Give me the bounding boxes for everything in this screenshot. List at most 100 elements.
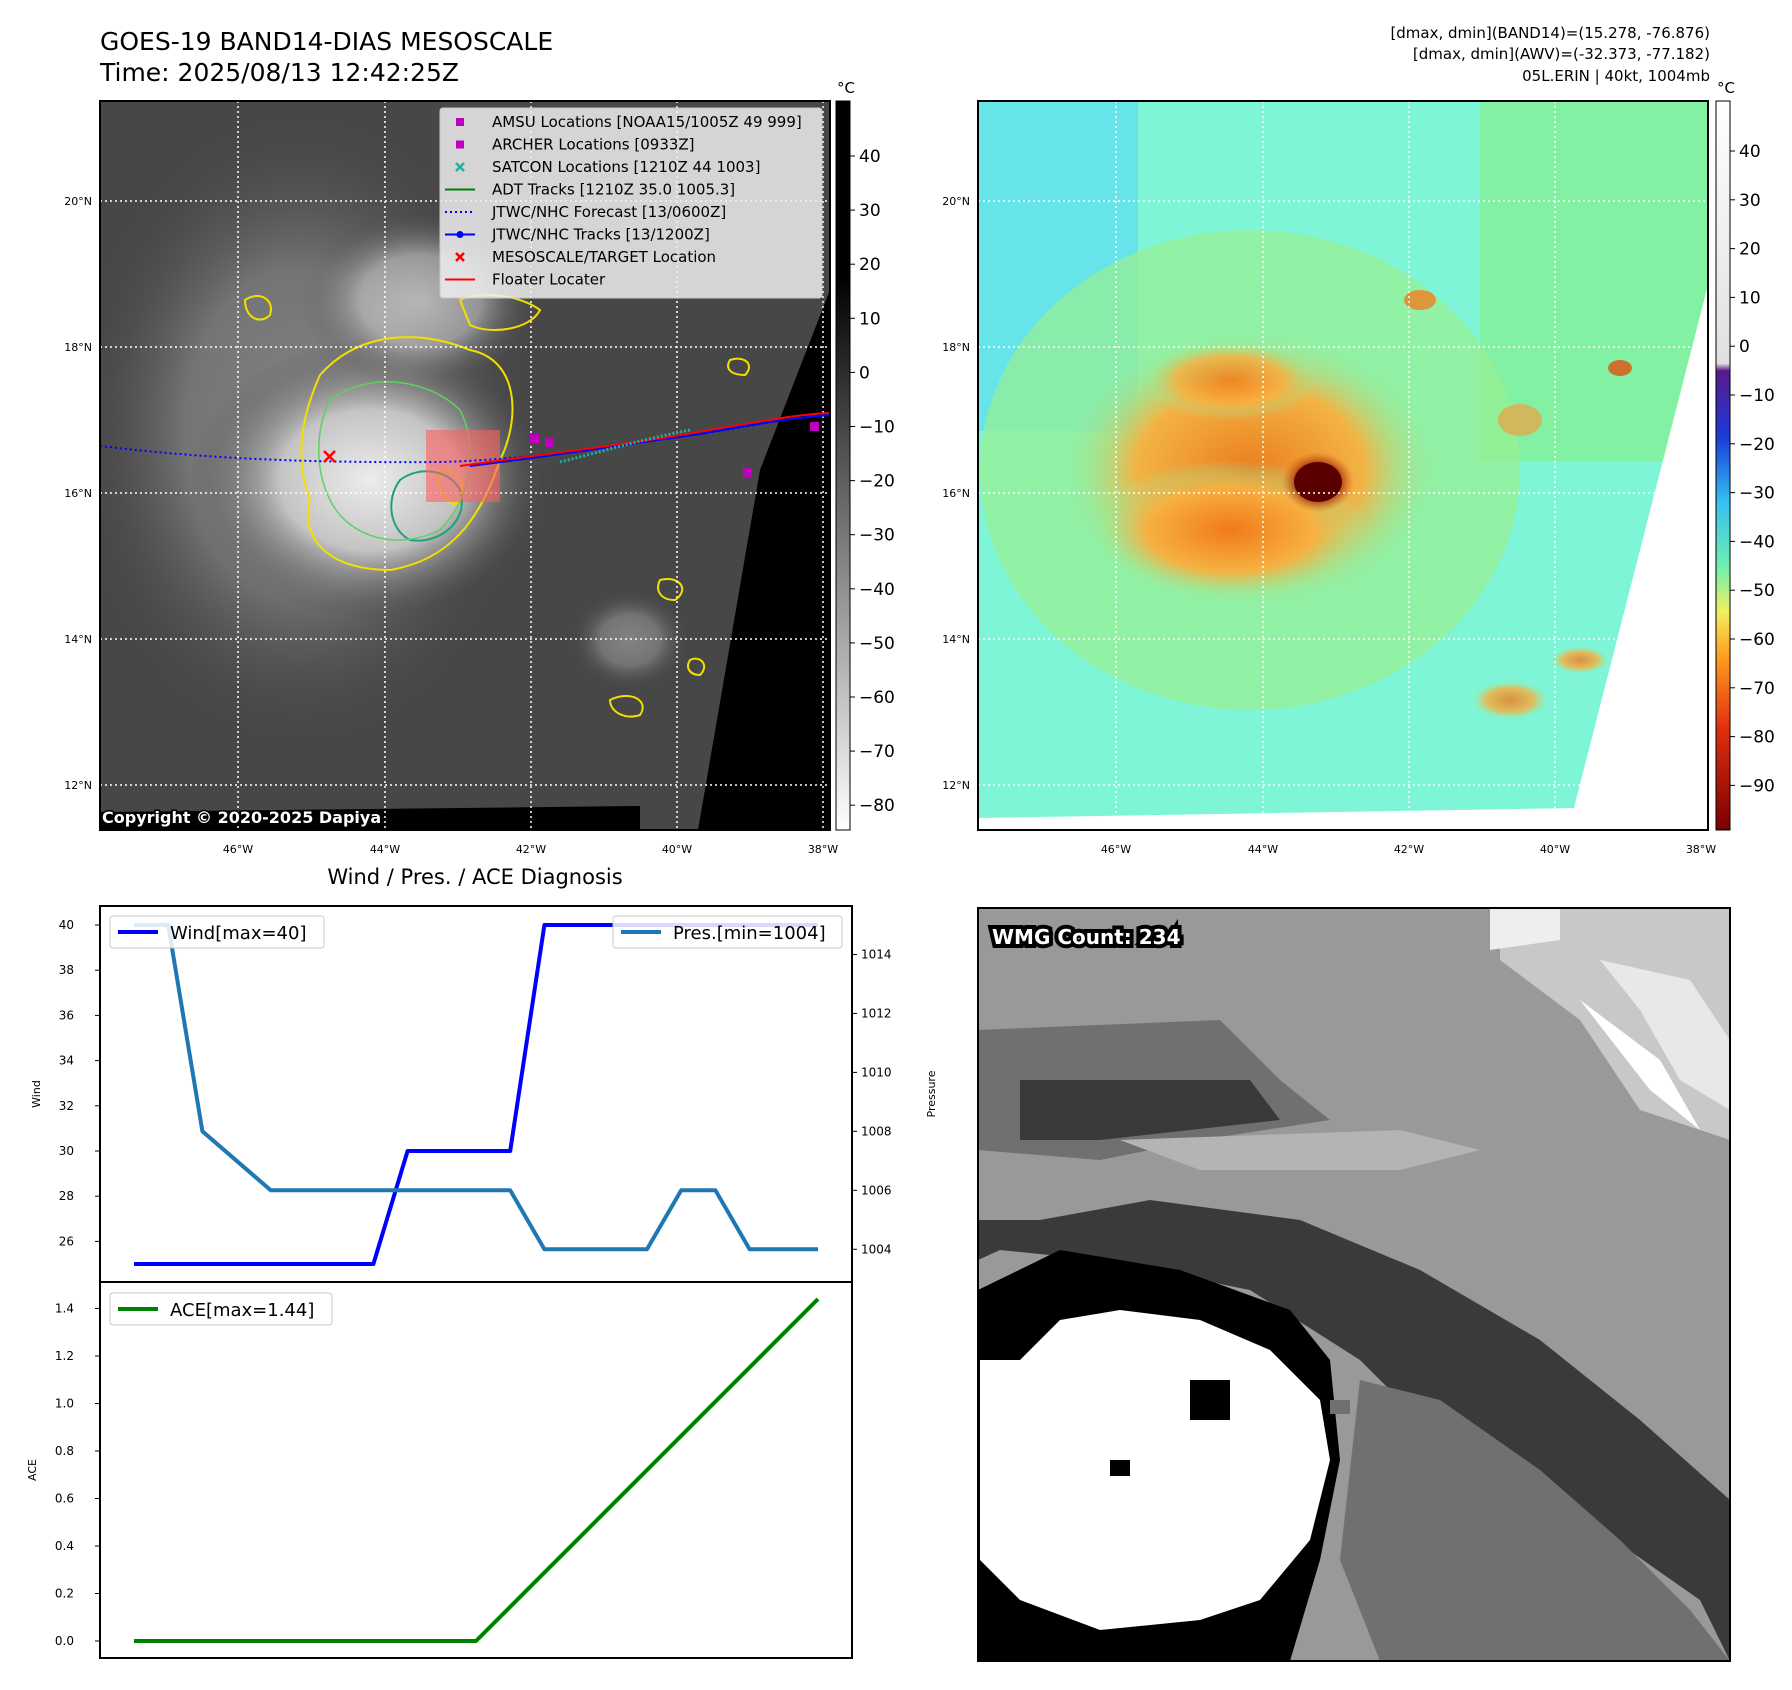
target-marker	[323, 450, 336, 463]
legend-marker-dot	[456, 231, 464, 238]
legend-marker	[456, 140, 464, 149]
colorbar-tick-label: −20	[1739, 435, 1775, 455]
map-tick-labels: 20°N 20°N 18°N 18°N 16°N 16°N 14°N 14°N 12°N 12°N…	[64, 195, 1716, 856]
lon-tick-label: 40°W	[1540, 843, 1570, 856]
pressure-tick-label: 1010	[861, 1065, 892, 1079]
lat-tick-label: 20°N	[64, 195, 92, 208]
colorbar-tick-label: −40	[859, 580, 895, 600]
colorbar-tick-label: −70	[1739, 679, 1775, 699]
colorbar-tick-label: −70	[859, 742, 895, 762]
storm-overlays: Copyright © 2020-2025 Dapiya	[100, 412, 830, 829]
colorbar-tick-label: 30	[1739, 191, 1761, 211]
colorbar-tick-label: 10	[1739, 288, 1761, 308]
storm-info: 05L.ERIN | 40kt, 1004mb	[1522, 67, 1710, 85]
ace-tick-label: 0.6	[55, 1492, 74, 1506]
archer-marker	[530, 434, 539, 443]
lon-tick-label: 40°W	[662, 843, 692, 856]
band14-colorbar-unit: °C	[837, 79, 855, 97]
wind-tick-label: 30	[59, 1144, 74, 1158]
ace-series-line	[134, 1297, 820, 1643]
ace-tick-label: 1.4	[55, 1302, 74, 1316]
pressure-legend: Pres.[min=1004]	[612, 915, 843, 949]
legend-marker	[455, 252, 465, 262]
legend-label: AMSU Locations [NOAA15/1005Z 49 999]	[492, 113, 802, 131]
legend-label: MESOSCALE/TARGET Location	[492, 248, 716, 266]
ace-tick-label: 0.4	[55, 1539, 74, 1553]
best-track	[469, 414, 830, 467]
lat-tick-label: 14°N	[942, 633, 970, 646]
ace-legend: ACE[max=1.44]	[109, 1292, 333, 1326]
colorbar-tick-label: −20	[859, 472, 895, 492]
legend-marker	[455, 162, 465, 172]
legend-label: ADT Tracks [1210Z 35.0 1005.3]	[492, 181, 735, 199]
wind-tick-label: 36	[59, 1008, 74, 1022]
wmg-image: WMG Count: 234	[978, 908, 1730, 1661]
lon-tick-label: 46°W	[223, 843, 253, 856]
ace-tick-label: 0.2	[55, 1587, 74, 1601]
lat-tick-label: 18°N	[64, 341, 92, 354]
band14-colorbar: °C 40 30 20 10 0 −10 −20 −30 −40 −50 −60 −70 −80	[835, 79, 895, 831]
pressure-legend-label: Pres.[min=1004]	[673, 923, 826, 944]
wmg-frame	[977, 907, 1731, 1662]
wind-tick-label: 26	[59, 1234, 74, 1248]
lon-tick-label: 42°W	[516, 843, 546, 856]
wind-axis-label: Wind	[30, 1080, 43, 1108]
lon-tick-label: 42°W	[1394, 843, 1424, 856]
wind-tick-label: 32	[59, 1099, 74, 1113]
colorbar-tick-label: −60	[859, 688, 895, 708]
awv-map	[978, 101, 1708, 830]
lat-tick-label: 12°N	[64, 779, 92, 792]
diagnosis-title: Wind / Pres. / ACE Diagnosis	[327, 865, 622, 889]
lon-tick-label: 46°W	[1101, 843, 1131, 856]
ace-tick-label: 0.0	[55, 1634, 74, 1648]
amsu-marker	[810, 422, 819, 431]
colorbar-tick-label: −10	[859, 418, 895, 438]
legend-label: SATCON Locations [1210Z 44 1003]	[492, 158, 760, 176]
awv-gridlines	[978, 101, 1708, 830]
colorbar-tick-label: −30	[859, 526, 895, 546]
lat-tick-label: 16°N	[942, 487, 970, 500]
colorbar-tick-label: −10	[1739, 386, 1775, 406]
pressure-series-line	[134, 923, 818, 1252]
pressure-axis-label: Pressure	[925, 1070, 938, 1117]
colorbar-tick-label: −90	[1739, 776, 1775, 796]
lat-tick-label: 14°N	[64, 633, 92, 646]
colorbar-tick-label: −50	[859, 634, 895, 654]
legend-marker	[456, 118, 464, 126]
wind-legend-label: Wind[max=40]	[170, 923, 307, 944]
pressure-tick-label: 1014	[861, 947, 892, 961]
awv-stats: [dmax, dmin](AWV)=(-32.373, -77.182)	[1413, 45, 1710, 63]
wmg-count: WMG Count: 234	[992, 925, 1181, 949]
colorbar-tick-label: 20	[859, 255, 881, 275]
colorbar-tick-label: 0	[859, 363, 870, 383]
ace-tick-label: 1.0	[55, 1397, 74, 1411]
ace-axis-label: ACE	[26, 1459, 39, 1481]
colorbar-tick-label: −40	[1739, 532, 1775, 552]
awv-colorbar: °C 40 30 20 10 0 −10 −20 −30 −40 −50 −60 −70 −80 −90	[1715, 79, 1775, 831]
colorbar-tick-label: 0	[1739, 337, 1750, 357]
legend-label: Floater Locater	[492, 271, 606, 289]
band14-stats: [dmax, dmin](BAND14)=(15.278, -76.876)	[1390, 24, 1710, 42]
legend-label: ARCHER Locations [0933Z]	[492, 136, 695, 154]
figure-time: Time: 2025/08/13 12:42:25Z	[99, 58, 459, 87]
wind-tick-label: 38	[59, 963, 74, 977]
pressure-tick-label: 1006	[861, 1183, 892, 1197]
band14-frame	[99, 100, 831, 831]
lat-tick-label: 20°N	[942, 195, 970, 208]
colorbar-tick-label: −30	[1739, 484, 1775, 504]
floater-track	[459, 412, 830, 467]
archer-marker	[545, 438, 554, 447]
pressure-tick-label: 1004	[861, 1242, 892, 1256]
wind-legend: Wind[max=40]	[109, 915, 325, 949]
ace-tick-label: 0.8	[55, 1444, 74, 1458]
lat-tick-label: 12°N	[942, 779, 970, 792]
colorbar-tick-label: −50	[1739, 581, 1775, 601]
colorbar-tick-label: 20	[1739, 240, 1761, 260]
lat-tick-label: 18°N	[942, 341, 970, 354]
amsu-marker	[743, 468, 752, 477]
colorbar-tick-label: 40	[1739, 142, 1761, 162]
lon-tick-label: 44°W	[370, 843, 400, 856]
satcon-track	[559, 428, 691, 464]
colorbar-tick-label: −80	[1739, 728, 1775, 748]
lat-tick-label: 16°N	[64, 487, 92, 500]
